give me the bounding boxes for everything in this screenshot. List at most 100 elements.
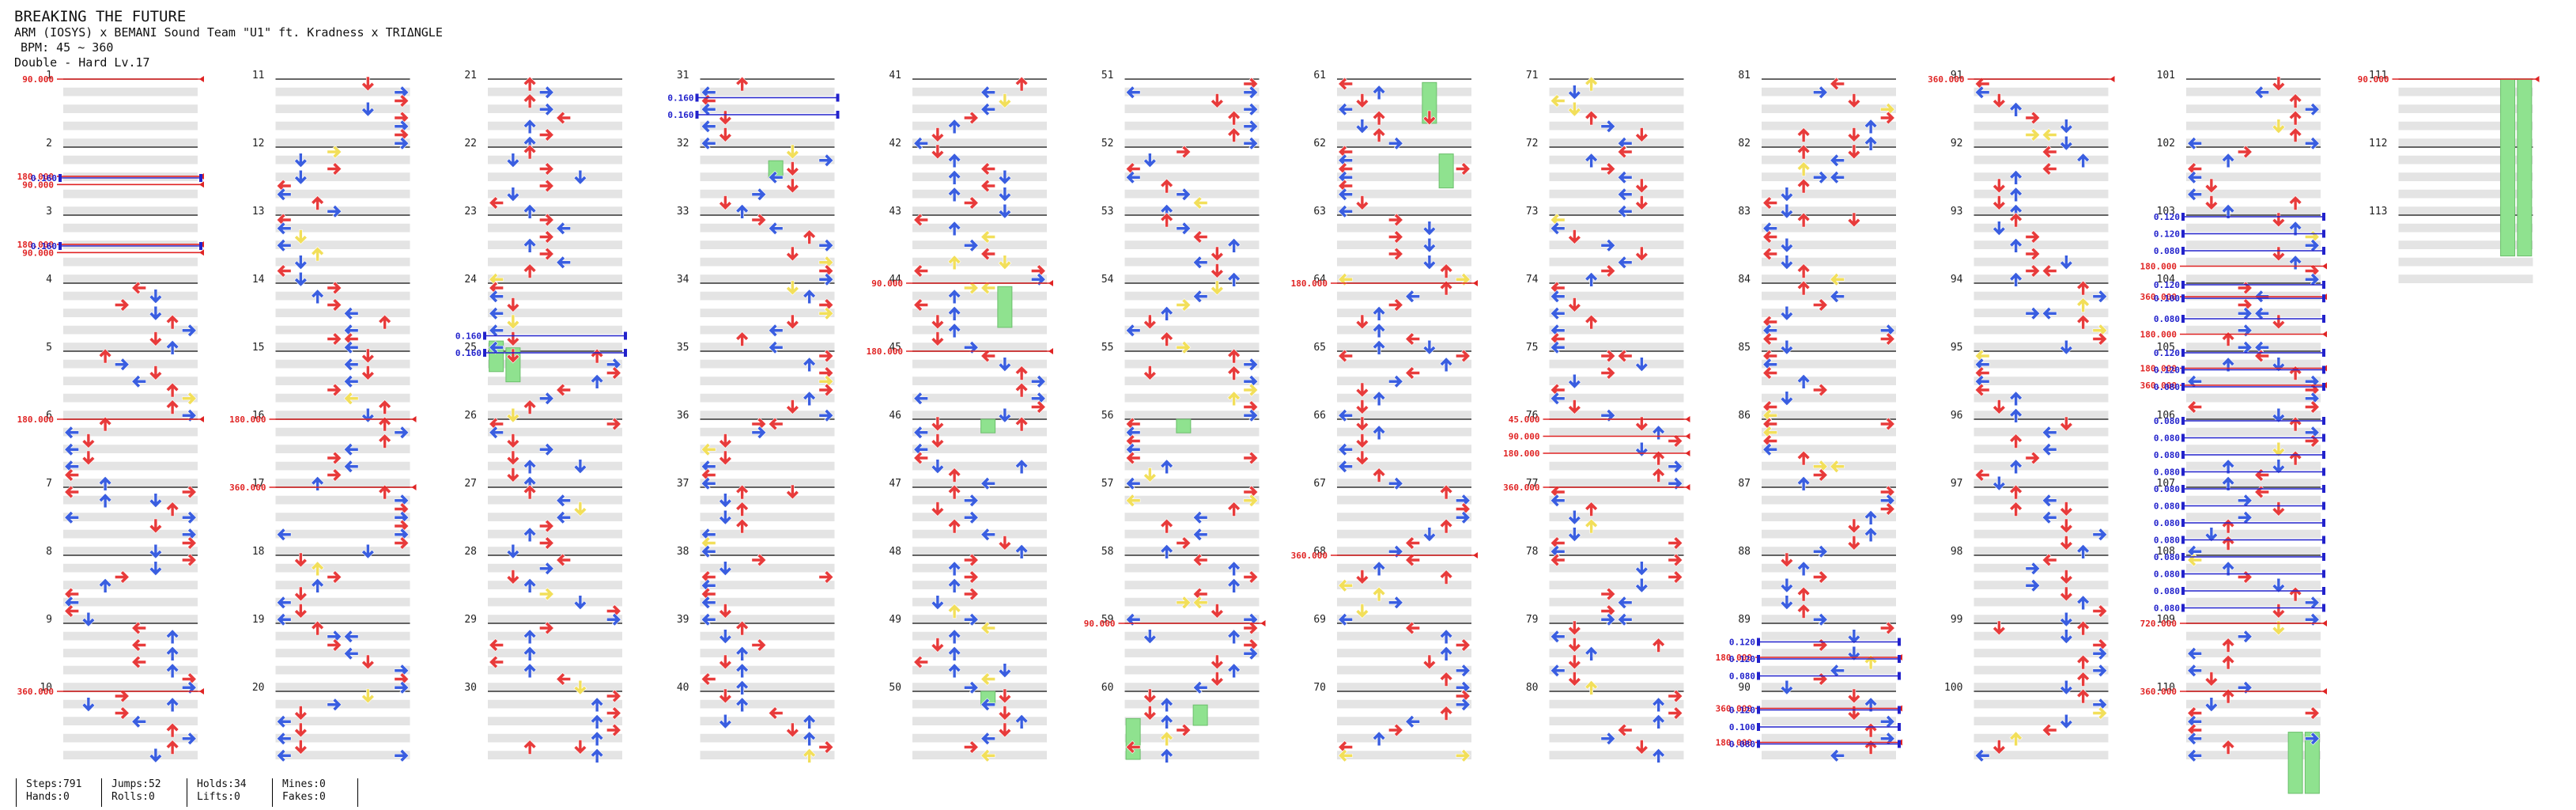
measure-band xyxy=(1549,138,1684,147)
measure-number: 25 xyxy=(464,342,477,354)
arrow-shape xyxy=(2221,331,2235,346)
measure-band xyxy=(1337,121,1471,131)
arrow-note xyxy=(913,264,928,278)
arrow-shape xyxy=(1125,85,1141,100)
stop-marker xyxy=(2181,294,2185,303)
arrow-shape xyxy=(276,748,292,763)
arrow-shape xyxy=(327,145,342,159)
measure-band xyxy=(1124,563,1260,573)
song-artist: ARM (IOSYS) x BEMANI Sound Team "U1" ft.… xyxy=(14,25,443,40)
measure-band xyxy=(1124,223,1260,233)
stop-marker xyxy=(2322,485,2325,493)
measure-band xyxy=(275,291,410,301)
measure-band xyxy=(700,291,835,301)
song-header: BREAKING THE FUTURE ARM (IOSYS) x BEMANI… xyxy=(14,8,443,70)
arrow-note xyxy=(998,663,1012,679)
arrow-shape xyxy=(718,450,732,466)
arrow-note xyxy=(311,577,325,593)
arrow-shape xyxy=(506,187,520,202)
arrow-note xyxy=(539,213,554,227)
arrow-note xyxy=(276,748,292,763)
measure-band xyxy=(2186,495,2321,505)
measure-band xyxy=(2398,172,2533,181)
arrow-note xyxy=(913,655,928,669)
measure-number: 85 xyxy=(1738,342,1751,354)
measure-band xyxy=(1124,121,1260,131)
arrow-note xyxy=(1388,374,1403,388)
measure-number: 109 xyxy=(2157,614,2175,626)
arrow-shape xyxy=(718,688,732,704)
arrow-shape xyxy=(556,221,571,236)
arrow-shape xyxy=(394,94,410,108)
arrow-note xyxy=(1243,102,1259,116)
measure-band xyxy=(1337,733,1471,743)
arrow-note xyxy=(1192,255,1208,270)
measure-band xyxy=(63,87,198,97)
measure-band xyxy=(912,138,1047,147)
measure-number: 74 xyxy=(1526,274,1539,286)
arrow-note xyxy=(931,314,945,330)
measure-band xyxy=(275,138,410,147)
measure-band xyxy=(488,665,622,675)
measure-band xyxy=(912,206,1047,215)
arrow-shape xyxy=(327,570,342,584)
arrow-shape xyxy=(539,621,554,635)
arrow-note xyxy=(2009,459,2023,475)
arrow-shape xyxy=(947,289,961,305)
arrow-note xyxy=(276,612,292,626)
arrow-note xyxy=(2238,145,2253,159)
arrow-note xyxy=(1992,740,2006,755)
arrow-shape xyxy=(1355,399,1369,414)
arrow-note xyxy=(751,553,767,567)
arrow-note xyxy=(1338,204,1353,218)
arrow-shape xyxy=(1355,195,1369,210)
arrow-shape xyxy=(2009,391,2023,407)
stop-marker xyxy=(695,93,699,102)
arrow-note xyxy=(64,604,79,618)
arrow-shape xyxy=(768,706,784,720)
arrow-shape xyxy=(1668,460,1683,474)
arrow-shape xyxy=(361,688,375,704)
arrow-note xyxy=(81,697,96,713)
arrow-note xyxy=(378,484,392,500)
measure-number: 89 xyxy=(1738,614,1751,626)
arrow-shape xyxy=(131,374,146,388)
arrow-shape xyxy=(2221,740,2235,755)
arrow-note xyxy=(1355,433,1369,449)
arrow-note xyxy=(1652,748,1666,763)
measure-band xyxy=(1974,223,2109,233)
arrow-shape xyxy=(1634,441,1649,457)
arrow-shape xyxy=(2204,527,2219,543)
arrow-note xyxy=(327,383,342,397)
arrow-shape xyxy=(964,570,979,584)
measure-band xyxy=(1549,377,1684,385)
arrow-shape xyxy=(1405,714,1420,729)
stop-label: 0.080 xyxy=(1729,672,1755,682)
arrow-note xyxy=(998,357,1012,373)
arrow-note xyxy=(1125,85,1141,100)
arrow-note xyxy=(735,679,750,695)
measure-band xyxy=(2186,427,2321,437)
measure-band xyxy=(1762,665,1896,675)
measure-band xyxy=(1974,325,2109,335)
arrow-shape xyxy=(1634,246,1649,262)
measure-band xyxy=(1124,359,1260,369)
arrow-note xyxy=(1227,365,1241,380)
measure-band xyxy=(1549,325,1684,335)
measure-band xyxy=(2398,87,2533,97)
arrow-shape xyxy=(1439,706,1453,721)
measure-band xyxy=(700,189,835,199)
arrow-shape xyxy=(2187,400,2202,414)
arrow-note xyxy=(735,663,750,679)
arrow-note xyxy=(1176,723,1192,737)
arrow-shape xyxy=(2042,162,2057,176)
arrow-shape xyxy=(735,697,750,713)
arrow-shape xyxy=(98,348,112,364)
measure-number: 11 xyxy=(252,70,265,81)
measure-band xyxy=(912,121,1047,131)
arrow-shape xyxy=(590,748,604,763)
arrow-note xyxy=(1210,246,1224,262)
arrow-shape xyxy=(2272,407,2286,423)
arrow-note xyxy=(81,433,96,449)
measure-band xyxy=(275,240,410,249)
